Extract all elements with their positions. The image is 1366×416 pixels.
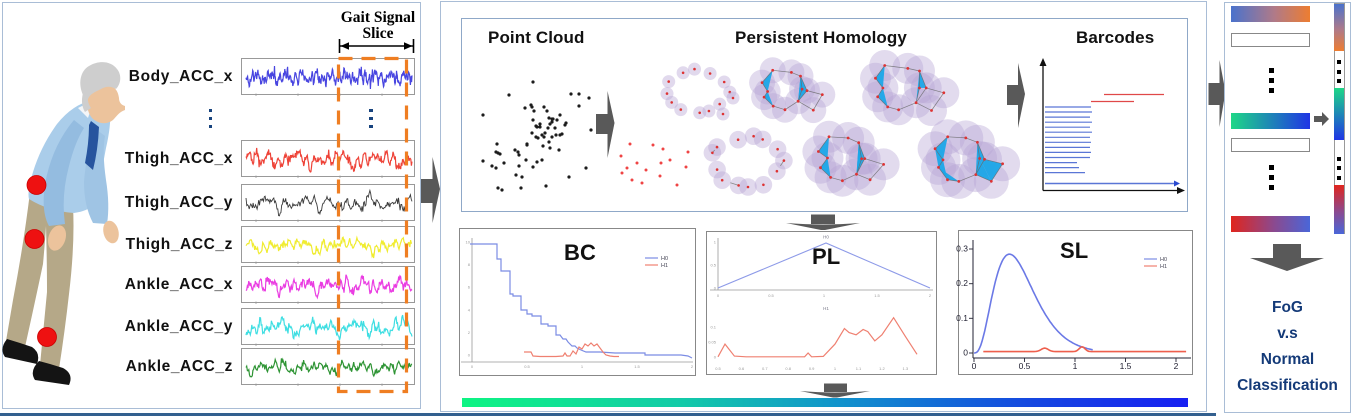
svg-text:1: 1	[834, 366, 837, 371]
svg-text:1: 1	[823, 293, 826, 298]
svg-text:1: 1	[1073, 361, 1078, 371]
svg-text:0: 0	[471, 364, 474, 369]
svg-text:1.3: 1.3	[903, 366, 909, 371]
svg-text:2: 2	[468, 330, 471, 335]
svg-text:10: 10	[466, 240, 471, 245]
svg-text:0.8: 0.8	[785, 366, 791, 371]
svg-text:0.5: 0.5	[710, 263, 716, 268]
svg-text:0.1: 0.1	[956, 313, 968, 323]
svg-text:0.5: 0.5	[768, 293, 774, 298]
svg-text:H0: H0	[1160, 257, 1167, 263]
svg-text:2: 2	[691, 364, 694, 369]
svg-text:0.7: 0.7	[762, 366, 768, 371]
svg-text:H1: H1	[1160, 264, 1167, 270]
svg-text:1.2: 1.2	[879, 366, 885, 371]
svg-text:0.5: 0.5	[524, 364, 530, 369]
svg-text:H1: H1	[823, 306, 829, 311]
svg-text:H1: H1	[661, 263, 668, 269]
svg-text:2: 2	[1174, 361, 1179, 371]
svg-text:0.1: 0.1	[710, 325, 716, 330]
svg-text:H0: H0	[823, 235, 829, 240]
svg-text:0.9: 0.9	[809, 366, 815, 371]
svg-text:0: 0	[468, 353, 471, 358]
svg-text:0.5: 0.5	[715, 366, 721, 371]
svg-text:0: 0	[717, 293, 720, 298]
svg-text:0: 0	[714, 286, 717, 291]
svg-text:0: 0	[972, 361, 977, 371]
svg-text:6: 6	[468, 285, 471, 290]
svg-text:4: 4	[468, 307, 471, 312]
svg-text:1.5: 1.5	[634, 364, 640, 369]
svg-text:0.2: 0.2	[956, 278, 968, 288]
svg-text:1.5: 1.5	[1120, 361, 1132, 371]
svg-text:8: 8	[468, 262, 471, 267]
svg-text:0: 0	[714, 355, 717, 360]
svg-text:0.5: 0.5	[1019, 361, 1031, 371]
svg-text:2: 2	[929, 293, 932, 298]
svg-text:1: 1	[714, 240, 717, 245]
svg-text:H0: H0	[661, 256, 668, 262]
svg-text:0.05: 0.05	[708, 340, 717, 345]
svg-text:0.3: 0.3	[956, 244, 968, 254]
svg-text:1.1: 1.1	[856, 366, 862, 371]
svg-text:1.5: 1.5	[874, 293, 880, 298]
svg-text:1: 1	[581, 364, 584, 369]
svg-text:0: 0	[963, 348, 968, 358]
svg-text:0.6: 0.6	[739, 366, 745, 371]
